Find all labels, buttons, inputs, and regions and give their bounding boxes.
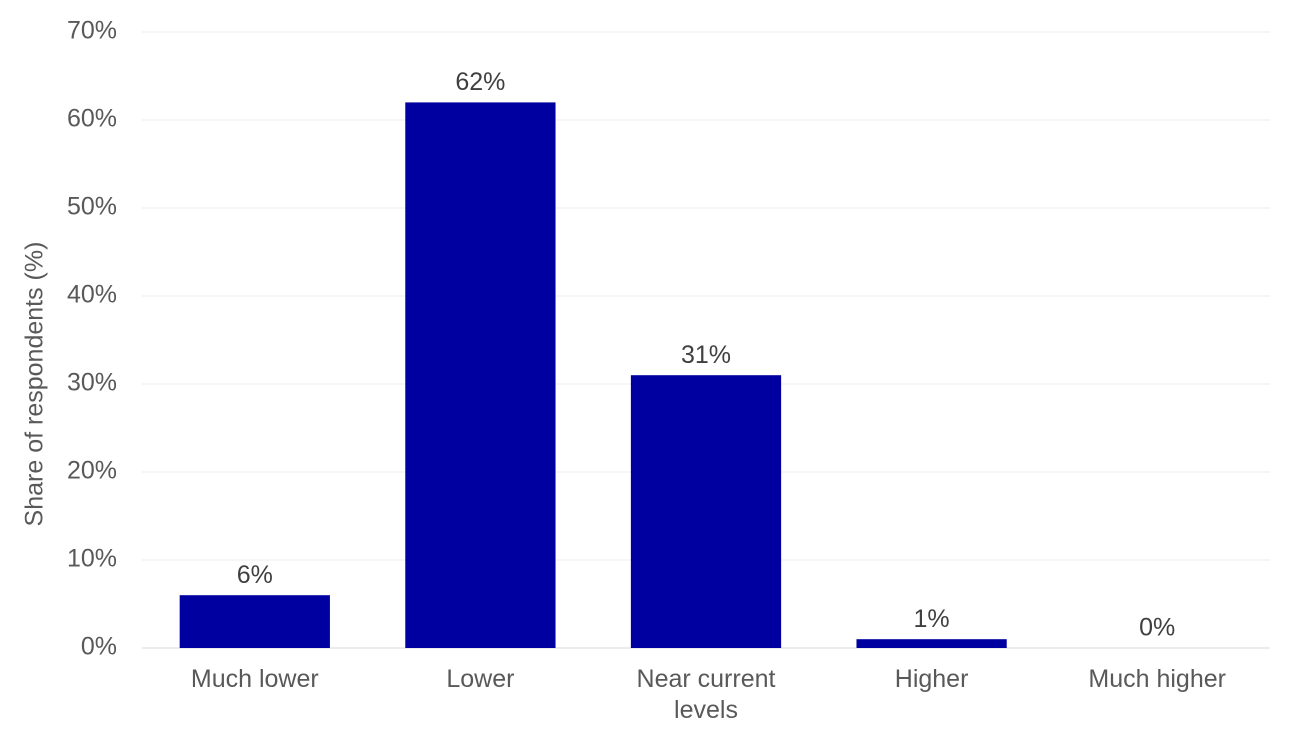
x-tick-label: Higher	[894, 665, 969, 693]
x-tick-label: Near current levels	[636, 665, 776, 724]
y-tick-label: 50%	[67, 193, 117, 221]
bar	[630, 375, 782, 648]
y-tick-label: 60%	[67, 105, 117, 133]
bar	[179, 595, 330, 648]
y-tick-label: 20%	[67, 457, 117, 485]
data-label: 62%	[455, 68, 505, 96]
y-tick-label: 70%	[67, 17, 117, 45]
y-tick-label: 30%	[67, 369, 117, 397]
bar	[856, 639, 1007, 648]
data-label: 1%	[914, 605, 950, 633]
data-label: 31%	[681, 341, 731, 369]
x-tick-label: Much lower	[190, 665, 319, 693]
bar	[405, 102, 556, 648]
y-axis-label: Share of respondents (%)	[21, 242, 49, 527]
y-tick-label: 40%	[67, 281, 117, 309]
y-tick-label: 0%	[81, 633, 117, 661]
x-tick-label: Much higher	[1088, 665, 1226, 693]
data-label: 0%	[1139, 614, 1175, 642]
y-tick-label: 10%	[67, 545, 117, 573]
data-label: 6%	[237, 561, 273, 589]
x-tick-label: Lower	[446, 665, 515, 693]
